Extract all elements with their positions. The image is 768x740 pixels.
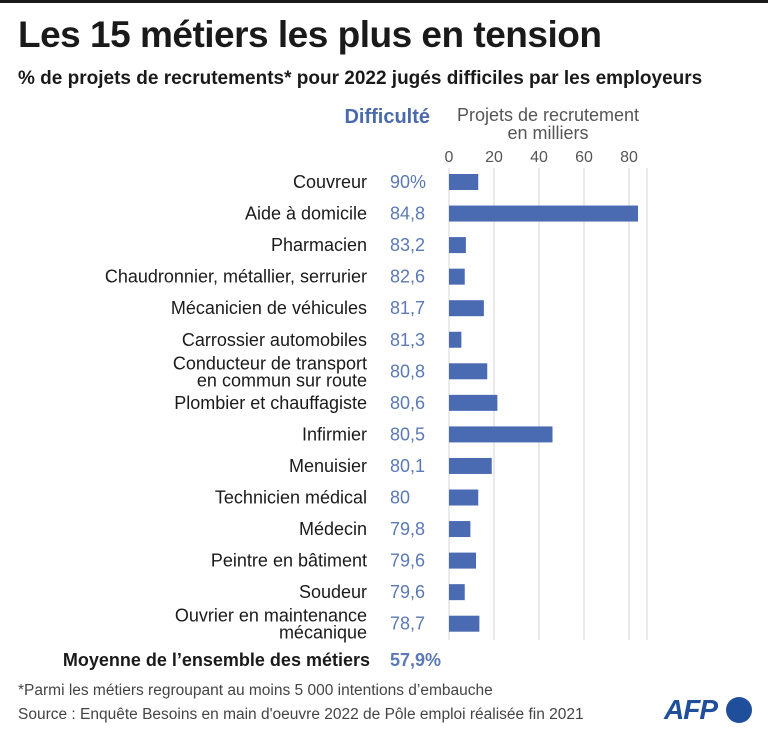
difficulty-value: 80 bbox=[390, 488, 410, 508]
afp-logo: AFP bbox=[664, 694, 754, 730]
difficulty-value: 84,8 bbox=[390, 204, 425, 224]
bar bbox=[449, 489, 479, 506]
category-label: Peintre en bâtiment bbox=[211, 551, 367, 571]
bar bbox=[449, 174, 479, 190]
bar bbox=[449, 268, 465, 285]
category-label: Couvreur bbox=[293, 172, 367, 192]
difficulty-value: 79,8 bbox=[390, 519, 425, 539]
category-label: Ouvrier en maintenance mécanique bbox=[175, 606, 367, 643]
difficulty-value: 82,6 bbox=[390, 267, 425, 287]
category-label: Menuisier bbox=[289, 456, 367, 476]
category-label: Aide à domicile bbox=[245, 204, 367, 224]
category-label: Carrossier automobiles bbox=[182, 330, 367, 350]
category-label: Pharmacien bbox=[271, 235, 367, 255]
bar bbox=[449, 205, 638, 222]
category-label: Médecin bbox=[299, 519, 367, 539]
bar bbox=[449, 363, 488, 380]
average-difficulty-value: 57,9% bbox=[390, 650, 441, 670]
bar bbox=[449, 331, 462, 348]
projects-header-line1: Projets de recrutement bbox=[456, 105, 640, 125]
x-tick-label: 80 bbox=[620, 149, 638, 166]
bar bbox=[449, 521, 471, 538]
difficulty-value: 79,6 bbox=[390, 582, 425, 602]
x-tick-label: 60 bbox=[575, 149, 593, 166]
chart-title: Les 15 métiers les plus en tension bbox=[18, 14, 602, 55]
footnote: *Parmi les métiers regroupant au moins 5… bbox=[18, 682, 493, 699]
category-label: Chaudronnier, métallier, serrurier bbox=[105, 267, 367, 287]
category-label: Conducteur de transport en commun sur rou… bbox=[173, 353, 367, 390]
difficulty-value: 83,2 bbox=[390, 235, 425, 255]
bar bbox=[449, 394, 498, 411]
difficulty-value: 81,3 bbox=[390, 330, 425, 350]
bar bbox=[449, 457, 492, 474]
source-note: Source : Enquête Besoins en main d'oeuvr… bbox=[18, 706, 584, 723]
bar bbox=[449, 300, 484, 317]
difficulty-value: 80,6 bbox=[390, 393, 425, 413]
difficulty-value: 78,7 bbox=[390, 614, 425, 634]
category-label: Infirmier bbox=[302, 424, 367, 444]
difficulty-value: 80,5 bbox=[390, 424, 425, 444]
average-label: Moyenne de l’ensemble des métiers bbox=[63, 650, 370, 670]
x-tick-label: 20 bbox=[485, 149, 503, 166]
category-label: Mécanicien de véhicules bbox=[171, 298, 367, 318]
bar bbox=[449, 552, 476, 569]
x-tick-label: 0 bbox=[445, 149, 454, 166]
bar bbox=[449, 237, 466, 254]
difficulty-value: 80,1 bbox=[390, 456, 425, 476]
projects-header-line2: en milliers bbox=[507, 123, 589, 143]
category-label: Technicien médical bbox=[215, 488, 367, 508]
bar bbox=[449, 584, 465, 601]
difficulty-column-header: Difficulté bbox=[344, 106, 430, 128]
difficulty-value: 80,8 bbox=[390, 361, 425, 381]
chart-subtitle: % de projets de recrutements* pour 2022 … bbox=[18, 68, 703, 89]
x-tick-label: 40 bbox=[530, 149, 548, 166]
difficulty-value: 81,7 bbox=[390, 298, 425, 318]
category-label: Soudeur bbox=[299, 582, 367, 602]
bar-chart: 0 20 40 60 80 Couvreur 90% Aide à domicile 84,8 P… bbox=[63, 149, 648, 670]
bar bbox=[449, 615, 480, 632]
category-label: Plombier et chauffagiste bbox=[174, 393, 367, 413]
difficulty-value: 79,6 bbox=[390, 551, 425, 571]
difficulty-value: 90% bbox=[390, 172, 426, 192]
top-rule bbox=[0, 0, 768, 3]
afp-logo-dot bbox=[726, 697, 752, 723]
afp-logo-text: AFP bbox=[664, 694, 718, 725]
projects-column-header: Projets de recrutement en milliers bbox=[448, 106, 648, 142]
bar bbox=[449, 426, 553, 443]
